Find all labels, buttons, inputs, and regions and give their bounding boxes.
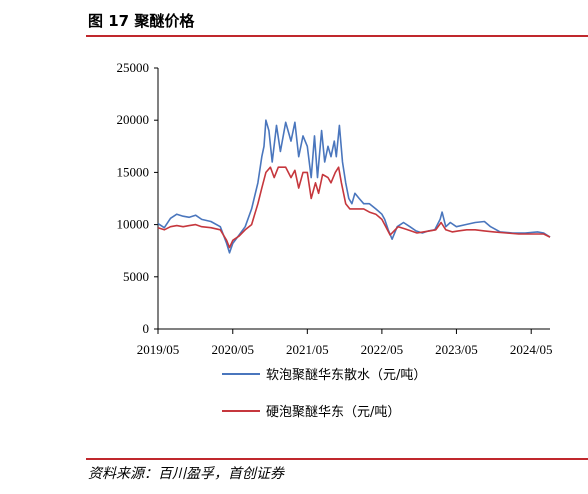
y-tick-label: 0 (143, 321, 150, 336)
chart-lines (157, 119, 551, 254)
source-rule (86, 458, 588, 460)
source-note: 资料来源：百川盈孚，首创证券 (88, 466, 284, 482)
title-bar: 图 17 聚醚价格 (86, 8, 588, 37)
x-tick-label: 2020/05 (211, 342, 254, 357)
y-tick-label: 15000 (117, 164, 150, 179)
figure-title: 图 17 聚醚价格 (88, 12, 195, 30)
series-line-rigid-foam (157, 166, 551, 249)
y-tick-label: 5000 (123, 269, 149, 284)
y-tick-label: 10000 (117, 217, 150, 232)
x-tick-label: 2024/05 (510, 342, 553, 357)
legend-label: 硬泡聚醚华东（元/吨） (266, 405, 400, 420)
x-tick-label: 2023/05 (435, 342, 478, 357)
chart-legend: 软泡聚醚华东散水（元/吨） 硬泡聚醚华东（元/吨） (222, 368, 426, 420)
chart-axes: 0 5000 10000 15000 20000 25000 2019/05 2020/05 2… (117, 60, 553, 357)
x-tick-label: 2021/05 (286, 342, 329, 357)
x-tick-label: 2019/05 (137, 342, 180, 357)
legend-label: 软泡聚醚华东散水（元/吨） (266, 368, 426, 383)
x-tick-label: 2022/05 (361, 342, 404, 357)
y-tick-label: 25000 (117, 60, 150, 75)
y-tick-label: 20000 (117, 112, 150, 127)
series-line-soft-foam (157, 119, 551, 254)
title-rule (86, 35, 588, 37)
